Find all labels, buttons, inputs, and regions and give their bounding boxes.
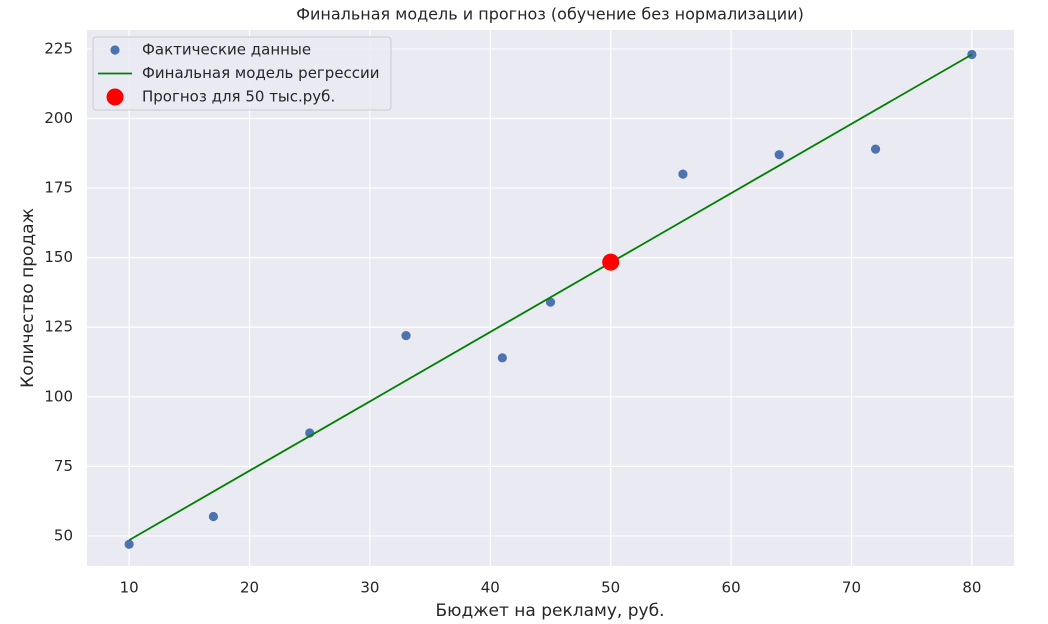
- legend-box: [92, 36, 392, 111]
- data-point: [774, 150, 784, 160]
- y-tick-label: 225: [44, 39, 73, 57]
- x-tick-label: 20: [240, 579, 259, 597]
- regression-line: [128, 53, 973, 541]
- x-axis-label: Бюджет на рекламу, руб.: [436, 601, 665, 621]
- data-point: [401, 330, 411, 341]
- y-tick-label: 175: [44, 179, 73, 197]
- legend-label: Финальная модель регрессии: [142, 64, 380, 82]
- x-tick-label: 50: [601, 579, 620, 597]
- legend: Фактические данные Финальная модель регре…: [92, 36, 392, 111]
- legend-marker: [110, 45, 120, 55]
- data-point: [870, 144, 881, 154]
- grid: [87, 30, 1014, 566]
- y-tick-label: 75: [54, 457, 73, 475]
- data-point: [545, 297, 556, 307]
- y-tick-label: 50: [54, 526, 73, 544]
- legend-label: Прогноз для 50 тыс.руб.: [142, 88, 335, 106]
- x-tick-label: 80: [962, 579, 981, 597]
- x-tick-label: 70: [842, 579, 861, 597]
- chart-title: Финальная модель и прогноз (обучение без…: [296, 5, 804, 24]
- x-tick-label: 10: [120, 579, 139, 597]
- y-tick-label: 150: [44, 248, 73, 266]
- x-tick-label: 40: [481, 579, 500, 597]
- data-point: [602, 253, 620, 271]
- data-point: [208, 511, 219, 522]
- legend-label: Фактические данные: [142, 41, 311, 59]
- x-tick-label: 30: [360, 579, 379, 597]
- marks: [124, 49, 977, 549]
- y-tick-label: 100: [44, 387, 73, 405]
- y-axis-label: Количество продаж: [18, 208, 38, 388]
- data-point: [497, 353, 507, 363]
- legend-marker: [106, 88, 124, 106]
- data-point: [124, 539, 134, 549]
- x-tick-label: 60: [722, 579, 741, 597]
- y-tick-label: 200: [44, 109, 73, 127]
- data-point: [678, 169, 688, 179]
- y-tick-label: 125: [44, 318, 73, 336]
